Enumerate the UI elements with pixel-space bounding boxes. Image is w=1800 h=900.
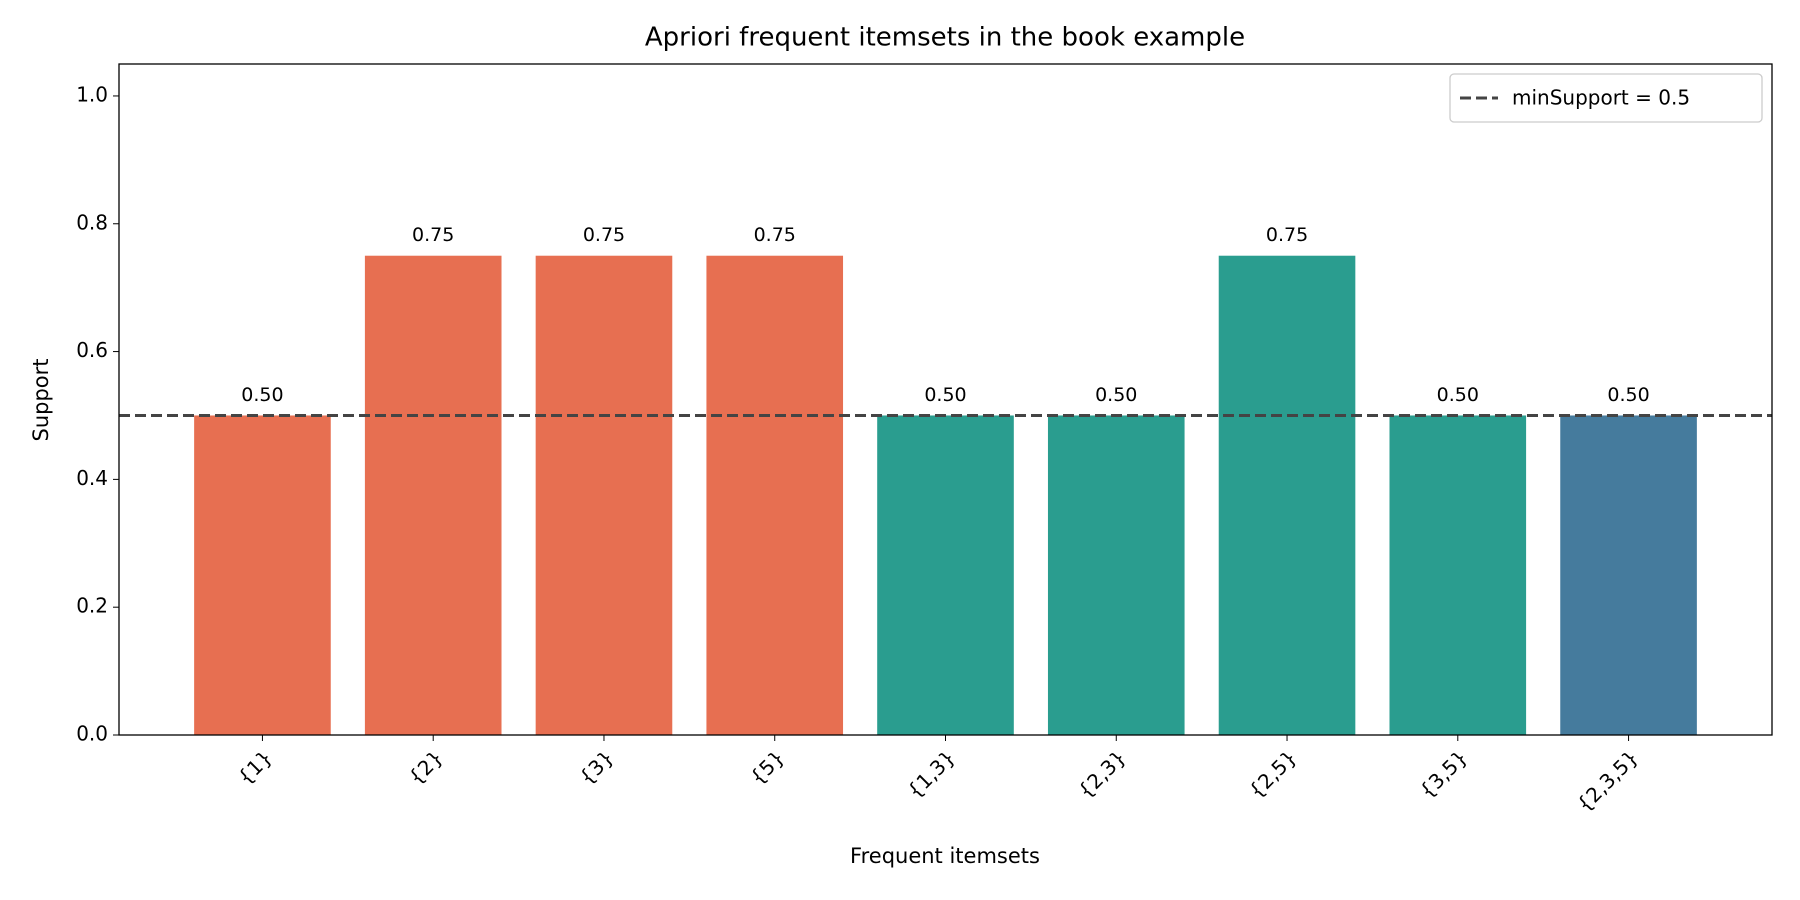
- x-tick-label: {1,3}: [902, 745, 959, 802]
- axes-frame: [118, 63, 1773, 736]
- chart-title: Apriori frequent itemsets in the book ex…: [645, 23, 1245, 53]
- y-axis-label: Support: [29, 358, 53, 441]
- bar: [877, 415, 1014, 735]
- y-tick-label: 1.0: [76, 82, 108, 106]
- bar: [194, 415, 331, 735]
- value-label: 0.75: [583, 224, 625, 246]
- value-label: 0.50: [241, 384, 283, 406]
- value-label: 0.50: [1437, 384, 1479, 406]
- legend-box: [1449, 73, 1763, 123]
- x-tick-label: {2,3}: [1073, 745, 1130, 802]
- bar: [364, 255, 502, 735]
- x-tick-label: {1}: [233, 745, 277, 789]
- bar: [706, 255, 844, 735]
- bar: [1047, 415, 1185, 735]
- x-tick-label: {2,5}: [1244, 745, 1301, 802]
- x-tick-label: {3}: [574, 745, 618, 789]
- x-tick-label: {3,5}: [1415, 745, 1472, 802]
- y-tick-label: 0.0: [76, 722, 108, 746]
- value-label: 0.75: [412, 224, 454, 246]
- y-tick-label: 0.6: [76, 338, 108, 362]
- value-label: 0.50: [924, 384, 966, 406]
- y-tick-label: 0.4: [76, 466, 108, 490]
- value-label: 0.75: [754, 224, 796, 246]
- y-tick-label: 0.8: [76, 210, 108, 234]
- bar: [1218, 255, 1356, 735]
- value-label: 0.50: [1095, 384, 1137, 406]
- bar: [1389, 415, 1527, 735]
- value-label: 0.50: [1607, 384, 1649, 406]
- x-tick-label: {2}: [404, 745, 448, 789]
- value-label: 0.75: [1266, 224, 1308, 246]
- x-tick-label: {5}: [745, 745, 789, 789]
- bar: [535, 255, 673, 735]
- legend-label: minSupport = 0.5: [1512, 86, 1690, 110]
- bar: [1560, 415, 1697, 735]
- x-tick-label: {2,3,5}: [1572, 745, 1643, 816]
- y-tick-label: 0.2: [76, 594, 108, 618]
- x-axis-label: Frequent itemsets: [850, 844, 1040, 868]
